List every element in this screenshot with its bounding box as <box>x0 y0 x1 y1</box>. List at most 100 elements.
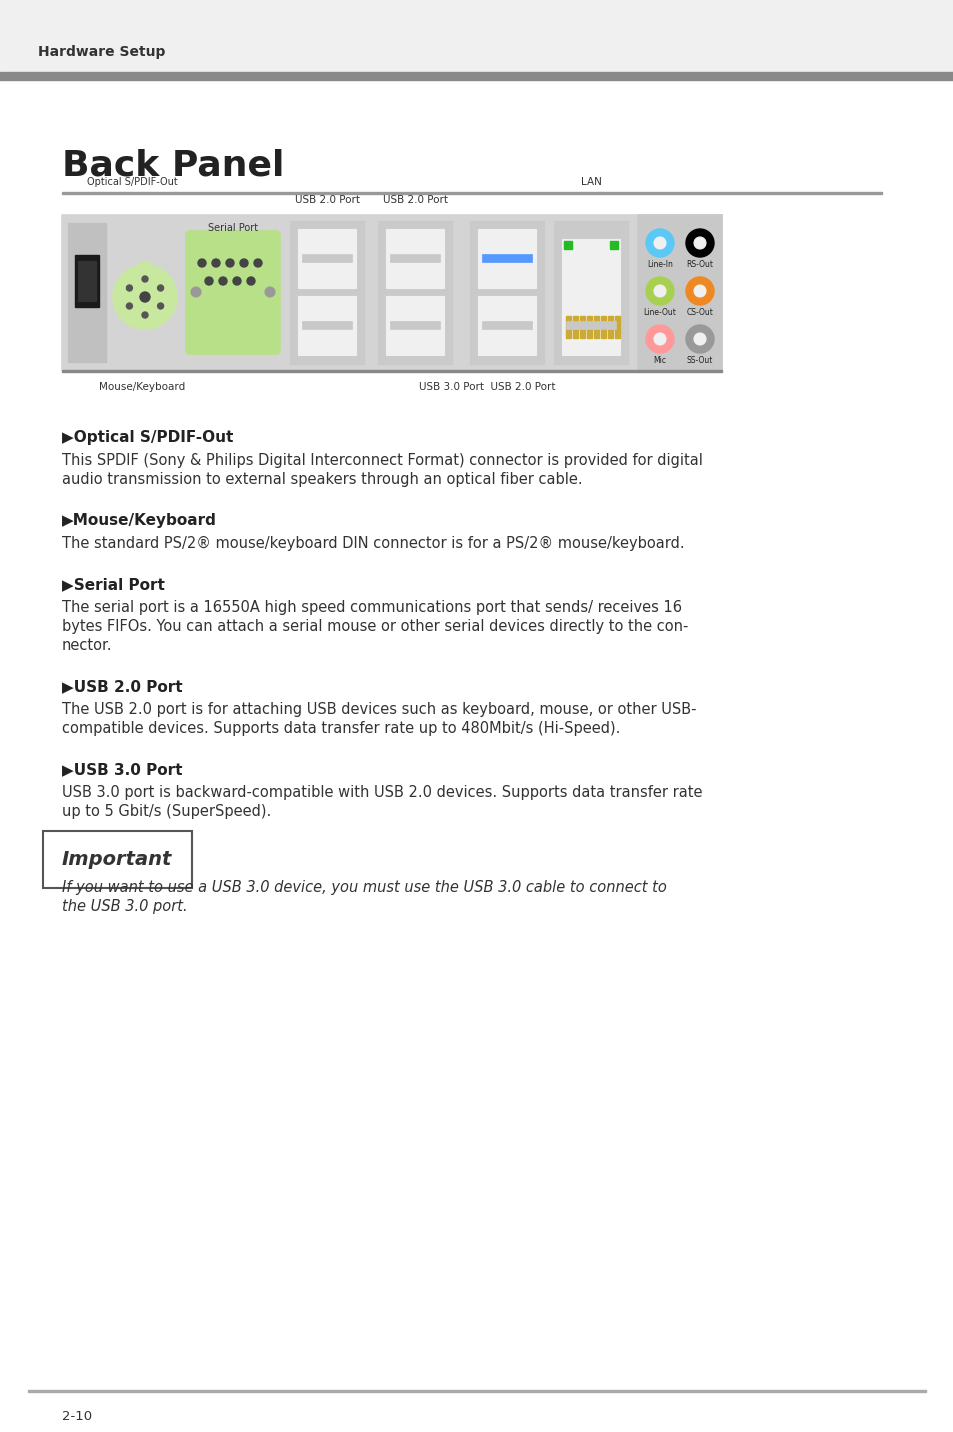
Text: the USB 3.0 port.: the USB 3.0 port. <box>62 899 188 914</box>
Circle shape <box>654 285 665 296</box>
Bar <box>290 221 364 364</box>
Bar <box>579 316 584 338</box>
Circle shape <box>205 276 213 285</box>
Text: The standard PS/2® mouse/keyboard DIN connector is for a PS/2® mouse/keyboard.: The standard PS/2® mouse/keyboard DIN co… <box>62 536 684 551</box>
Text: Serial Port: Serial Port <box>208 223 258 233</box>
Bar <box>62 369 721 371</box>
Circle shape <box>654 238 665 249</box>
Bar <box>481 253 532 262</box>
Text: ▶USB 3.0 Port: ▶USB 3.0 Port <box>62 762 182 778</box>
Bar <box>297 229 355 288</box>
Text: USB 3.0 port is backward-compatible with USB 2.0 devices. Supports data transfer: USB 3.0 port is backward-compatible with… <box>62 785 701 800</box>
Bar <box>390 321 439 329</box>
Text: nector.: nector. <box>62 639 112 653</box>
Bar <box>0 0 953 74</box>
Circle shape <box>157 285 163 291</box>
Bar <box>302 321 352 329</box>
Text: The serial port is a 16550A high speed communications port that sends/ receives : The serial port is a 16550A high speed c… <box>62 600 681 614</box>
Text: If you want to use a USB 3.0 device, you must use the USB 3.0 cable to connect t: If you want to use a USB 3.0 device, you… <box>62 881 666 895</box>
Text: Line-Out: Line-Out <box>643 308 676 316</box>
Circle shape <box>693 238 705 249</box>
Text: Back Panel: Back Panel <box>62 147 284 182</box>
Text: Optical S/PDIF-Out: Optical S/PDIF-Out <box>87 178 177 188</box>
Circle shape <box>191 286 201 296</box>
Circle shape <box>265 286 274 296</box>
Text: SS-Out: SS-Out <box>686 357 713 365</box>
Text: USB 2.0 Port: USB 2.0 Port <box>383 195 448 205</box>
Text: USB 3.0 Port  USB 2.0 Port: USB 3.0 Port USB 2.0 Port <box>418 382 555 392</box>
Bar <box>62 192 882 193</box>
Circle shape <box>127 304 132 309</box>
Bar <box>477 296 536 355</box>
Text: ▶Optical S/PDIF-Out: ▶Optical S/PDIF-Out <box>62 430 233 445</box>
Circle shape <box>219 276 227 285</box>
Circle shape <box>693 285 705 296</box>
Circle shape <box>685 229 713 256</box>
Bar <box>0 72 953 80</box>
Circle shape <box>685 325 713 354</box>
Circle shape <box>140 292 150 302</box>
Bar <box>140 262 150 271</box>
Bar <box>573 316 578 338</box>
Bar <box>386 296 443 355</box>
Text: 2-10: 2-10 <box>62 1411 92 1423</box>
Text: CS-Out: CS-Out <box>686 308 713 316</box>
Text: RS-Out: RS-Out <box>686 261 713 269</box>
Circle shape <box>645 325 673 354</box>
Circle shape <box>645 229 673 256</box>
Text: Mouse/Keyboard: Mouse/Keyboard <box>99 382 185 392</box>
Bar <box>297 296 355 355</box>
Text: ▶USB 2.0 Port: ▶USB 2.0 Port <box>62 679 182 695</box>
Circle shape <box>240 259 248 266</box>
Bar <box>68 223 106 362</box>
Circle shape <box>645 276 673 305</box>
Text: This SPDIF (Sony & Philips Digital Interconnect Format) connector is provided fo: This SPDIF (Sony & Philips Digital Inter… <box>62 453 702 468</box>
Bar <box>386 229 443 288</box>
FancyBboxPatch shape <box>186 231 280 354</box>
Circle shape <box>247 276 254 285</box>
Circle shape <box>212 259 220 266</box>
Bar <box>609 241 618 249</box>
Circle shape <box>253 259 262 266</box>
Text: Important: Important <box>62 851 172 869</box>
Bar <box>638 215 721 369</box>
Bar <box>607 316 613 338</box>
Bar <box>28 1390 925 1392</box>
Circle shape <box>233 276 241 285</box>
Bar <box>390 253 439 262</box>
Circle shape <box>685 276 713 305</box>
Bar <box>481 321 532 329</box>
Bar <box>302 253 352 262</box>
Bar <box>377 221 452 364</box>
Bar <box>565 316 571 338</box>
Circle shape <box>157 304 163 309</box>
Bar <box>565 321 616 329</box>
Bar <box>62 215 721 369</box>
Text: The USB 2.0 port is for attaching USB devices such as keyboard, mouse, or other : The USB 2.0 port is for attaching USB de… <box>62 702 696 717</box>
Circle shape <box>226 259 233 266</box>
Bar <box>561 296 619 355</box>
Text: ▶Serial Port: ▶Serial Port <box>62 577 165 591</box>
Bar <box>594 316 598 338</box>
Text: Hardware Setup: Hardware Setup <box>38 44 165 59</box>
Circle shape <box>693 334 705 345</box>
Text: up to 5 Gbit/s (SuperSpeed).: up to 5 Gbit/s (SuperSpeed). <box>62 803 271 819</box>
Bar <box>78 261 96 301</box>
Text: Line-In: Line-In <box>646 261 672 269</box>
Text: ▶Mouse/Keyboard: ▶Mouse/Keyboard <box>62 513 216 528</box>
Circle shape <box>198 259 206 266</box>
Bar <box>477 229 536 288</box>
Bar <box>561 239 619 347</box>
Circle shape <box>142 312 148 318</box>
Text: audio transmission to external speakers through an optical fiber cable.: audio transmission to external speakers … <box>62 473 582 487</box>
Bar <box>563 241 572 249</box>
Bar <box>554 221 627 364</box>
Circle shape <box>654 334 665 345</box>
Text: compatible devices. Supports data transfer rate up to 480Mbit/s (Hi-Speed).: compatible devices. Supports data transf… <box>62 720 619 736</box>
Text: Mic: Mic <box>653 357 666 365</box>
Text: USB 2.0 Port: USB 2.0 Port <box>295 195 360 205</box>
Bar <box>586 316 592 338</box>
Bar <box>75 255 99 306</box>
Circle shape <box>127 285 132 291</box>
Bar <box>470 221 543 364</box>
